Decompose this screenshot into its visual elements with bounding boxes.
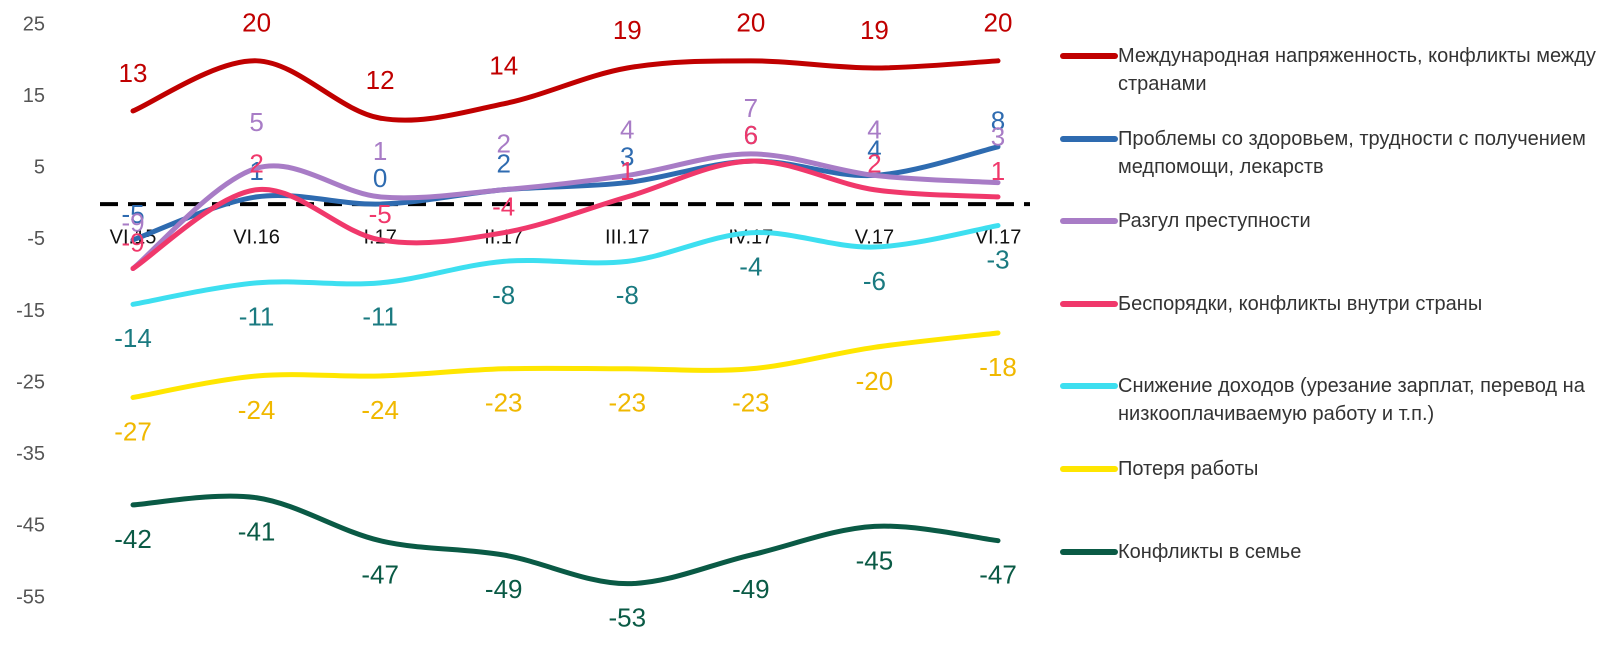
data-label: -3 — [986, 244, 1009, 274]
data-label: 19 — [613, 15, 642, 45]
data-label: 4 — [867, 134, 881, 164]
data-label: -53 — [608, 603, 646, 633]
legend-swatch — [1060, 466, 1118, 472]
legend-item: Потеря работы — [1060, 455, 1610, 483]
y-tick-label: 5 — [34, 157, 45, 179]
series-line — [130, 493, 1001, 587]
data-label: -4 — [492, 192, 515, 222]
data-label: 14 — [489, 51, 518, 81]
data-label: 6 — [744, 120, 758, 150]
data-label: 2 — [496, 149, 510, 179]
x-tick-label: VI.17 — [975, 226, 1022, 248]
legend-swatch — [1060, 53, 1118, 59]
data-label: 4 — [867, 114, 881, 144]
data-label: 8 — [991, 106, 1005, 136]
data-label: -24 — [361, 395, 399, 425]
data-label: 1 — [373, 136, 387, 166]
data-label: 2 — [867, 149, 881, 179]
data-label: 13 — [119, 58, 148, 88]
legend-label: Снижение доходов (урезание зарплат, пере… — [1118, 375, 1585, 426]
series-line — [130, 151, 1001, 272]
legend-label: Проблемы со здоровьем, трудности с получ… — [1118, 127, 1586, 178]
data-label: 20 — [736, 8, 765, 38]
data-label: -11 — [362, 302, 398, 332]
y-tick-label: -35 — [16, 443, 45, 465]
data-label: -9 — [121, 227, 144, 257]
data-label: -4 — [739, 252, 762, 282]
data-label: -45 — [856, 545, 894, 575]
data-label: -49 — [732, 574, 770, 604]
data-label: -23 — [485, 388, 523, 418]
data-label: -24 — [238, 395, 276, 425]
legend-label: Разгул преступности — [1118, 210, 1311, 233]
data-label: -27 — [114, 416, 152, 446]
x-tick-label: V.17 — [855, 226, 894, 248]
legend-item: Проблемы со здоровьем, трудности с получ… — [1060, 125, 1610, 181]
data-label: -42 — [114, 524, 152, 554]
data-label: -9 — [121, 207, 144, 237]
data-label: 20 — [984, 8, 1013, 38]
data-label: 3 — [620, 141, 634, 171]
data-label: 20 — [242, 8, 271, 38]
data-label: -8 — [616, 280, 639, 310]
data-label: -14 — [114, 323, 152, 353]
data-label: -11 — [239, 302, 275, 332]
data-label: 0 — [373, 163, 387, 193]
data-label: 2 — [496, 129, 510, 159]
y-tick-label: 25 — [23, 13, 45, 35]
y-tick-label: -25 — [16, 371, 45, 393]
y-tick-label: -55 — [16, 586, 45, 608]
data-label: -47 — [361, 560, 399, 590]
legend-item: Международная напряженность, конфликты м… — [1060, 42, 1610, 98]
data-label: -8 — [492, 280, 515, 310]
data-label: -41 — [238, 517, 276, 547]
series-line — [130, 58, 1001, 123]
data-label: -23 — [732, 388, 770, 418]
legend-label: Конфликты в семье — [1118, 540, 1302, 563]
data-label: -6 — [863, 266, 886, 296]
data-label: 19 — [860, 15, 889, 45]
data-label: 1 — [991, 156, 1005, 186]
legend-label: Международная напряженность, конфликты м… — [1118, 45, 1596, 95]
data-label: -18 — [979, 352, 1017, 382]
y-tick-label: 15 — [23, 85, 45, 107]
data-label: 2 — [249, 149, 263, 179]
data-label: 5 — [249, 107, 263, 137]
legend-swatch — [1060, 548, 1118, 555]
legend-item: Конфликты в семье — [1060, 538, 1610, 566]
data-label: -5 — [121, 199, 144, 229]
legend-item: Снижение доходов (урезание зарплат, пере… — [1060, 372, 1610, 428]
data-label: -49 — [485, 574, 523, 604]
legend-swatch — [1060, 135, 1118, 142]
data-label: 7 — [744, 93, 758, 123]
x-tick-label: VI.16 — [233, 226, 280, 248]
y-tick-label: -5 — [27, 228, 45, 250]
y-tick-label: -45 — [16, 515, 45, 537]
series-line — [130, 330, 1001, 400]
legend-swatch — [1060, 218, 1118, 225]
y-tick-label: -15 — [16, 300, 45, 322]
legend-item: Беспорядки, конфликты внутри страны — [1060, 290, 1610, 318]
data-label: -23 — [608, 388, 646, 418]
data-label: 4 — [620, 114, 634, 144]
data-label: -5 — [369, 199, 392, 229]
data-label: 6 — [744, 120, 758, 150]
series-line — [130, 158, 1001, 272]
legend-swatch — [1060, 383, 1118, 390]
data-label: -20 — [856, 366, 894, 396]
x-tick-label: III.17 — [605, 226, 649, 248]
data-label: 3 — [991, 121, 1005, 151]
x-tick-label: IV.17 — [728, 226, 773, 248]
legend-swatch — [1060, 300, 1118, 307]
data-label: 12 — [366, 65, 395, 95]
legend-label: Потеря работы — [1118, 458, 1259, 480]
data-label: -47 — [979, 560, 1017, 590]
legend-item: Разгул преступности — [1060, 207, 1610, 235]
data-label: 1 — [620, 156, 634, 186]
series-line — [130, 223, 1001, 307]
legend-label: Беспорядки, конфликты внутри страны — [1118, 292, 1483, 315]
